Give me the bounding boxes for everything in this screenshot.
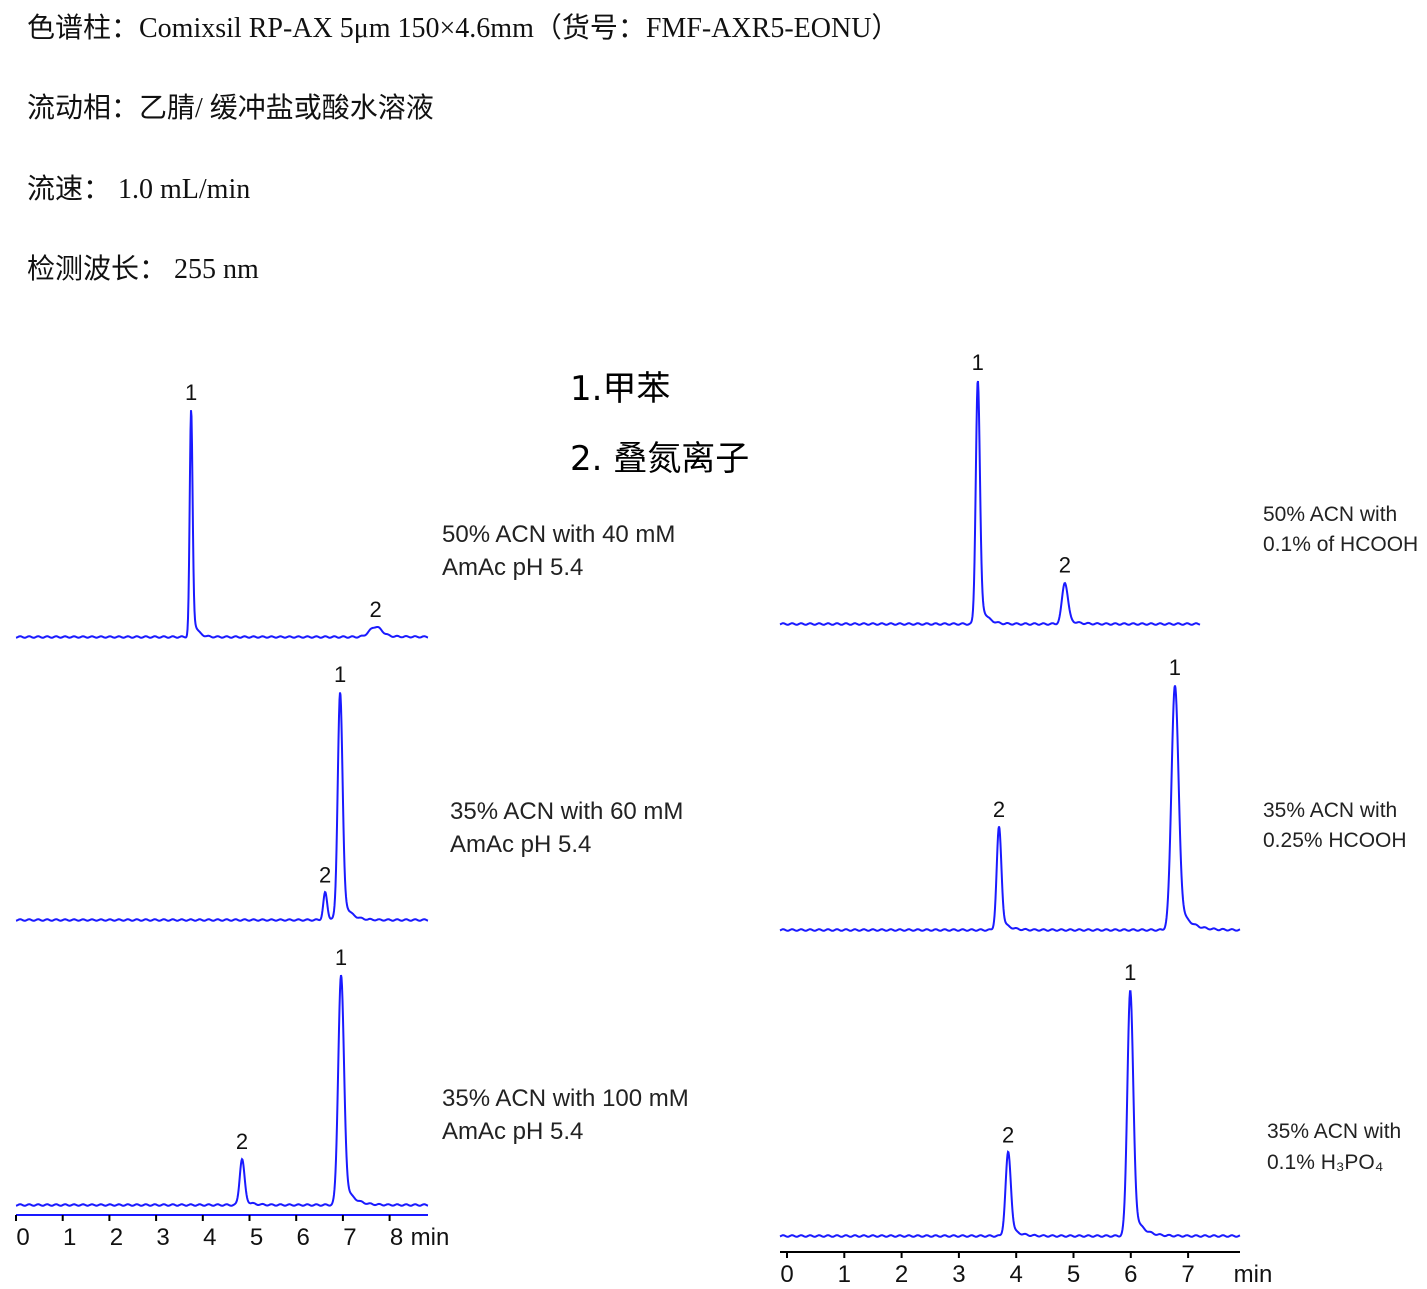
- peak-label-2: 2: [1059, 553, 1071, 578]
- peak-label-2: 2: [1002, 1122, 1014, 1147]
- peak-label-2: 2: [319, 863, 331, 888]
- x-tick-label: 1: [838, 1261, 851, 1288]
- chromatogram-trace: [779, 380, 1201, 626]
- condition-label: 35% ACN with 100 mM: [442, 1085, 689, 1112]
- condition-label: 35% ACN with: [1267, 1120, 1401, 1143]
- legend-item-1: 1.甲苯: [570, 369, 670, 409]
- peak-label-1: 1: [185, 380, 197, 405]
- x-tick-label: 1: [63, 1224, 76, 1251]
- x-tick-label: 3: [156, 1224, 169, 1251]
- condition-label: AmAc pH 5.4: [442, 1118, 583, 1145]
- condition-label: 0.1% of HCOOH: [1263, 533, 1418, 556]
- condition-label: AmAc pH 5.4: [442, 554, 583, 581]
- condition-label: 0.25% HCOOH: [1263, 829, 1407, 852]
- peak-label-1: 1: [335, 945, 347, 970]
- condition-label: 0.1% H₃PO₄: [1267, 1151, 1383, 1174]
- condition-label: 35% ACN with 60 mM: [450, 798, 683, 825]
- x-tick-label: 3: [952, 1261, 965, 1288]
- chromatogram-trace: [15, 692, 429, 922]
- chromatogram-trace: [15, 974, 429, 1207]
- x-tick-label: 0: [16, 1224, 29, 1251]
- x-tick-label: 8: [390, 1224, 403, 1251]
- peak-label-1: 1: [334, 662, 346, 687]
- x-tick-label: 5: [250, 1224, 263, 1251]
- condition-label: 50% ACN with 40 mM: [442, 521, 675, 548]
- flow-rate-info: 流速： 1.0 mL/min: [27, 174, 251, 205]
- condition-label: 50% ACN with: [1263, 503, 1397, 526]
- x-tick-label: 0: [780, 1261, 793, 1288]
- x-tick-label: 5: [1067, 1261, 1080, 1288]
- x-tick-label: 6: [1124, 1261, 1137, 1288]
- column-info: 色谱柱：Comixsil RP-AX 5μm 150×4.6mm（货号：FMF-…: [27, 13, 900, 44]
- x-tick-label: 4: [1010, 1261, 1023, 1288]
- peak-label-1: 1: [1169, 655, 1181, 680]
- x-tick-label: 2: [895, 1261, 908, 1288]
- chromatogram-trace: [779, 685, 1241, 932]
- x-tick-label: 2: [110, 1224, 123, 1251]
- peak-label-2: 2: [369, 597, 381, 622]
- chromatogram-trace: [779, 990, 1241, 1238]
- peak-label-1: 1: [1124, 960, 1136, 985]
- x-tick-label: 6: [297, 1224, 310, 1251]
- x-axis-unit: min: [1234, 1261, 1273, 1288]
- peak-label-1: 1: [972, 350, 984, 375]
- x-tick-label: 4: [203, 1224, 216, 1251]
- x-tick-label: 7: [343, 1224, 356, 1251]
- x-axis-unit: min: [411, 1224, 450, 1251]
- condition-label: 35% ACN with: [1263, 799, 1397, 822]
- chromatogram-trace: [15, 410, 429, 639]
- mobile-phase-info: 流动相：乙腈/ 缓冲盐或酸水溶液: [27, 93, 434, 124]
- legend-item-2: 2. 叠氮离子: [570, 439, 749, 479]
- peak-label-2: 2: [236, 1129, 248, 1154]
- wavelength-info: 检测波长： 255 nm: [27, 254, 259, 285]
- peak-label-2: 2: [993, 797, 1005, 822]
- x-tick-label: 7: [1181, 1261, 1194, 1288]
- condition-label: AmAc pH 5.4: [450, 831, 591, 858]
